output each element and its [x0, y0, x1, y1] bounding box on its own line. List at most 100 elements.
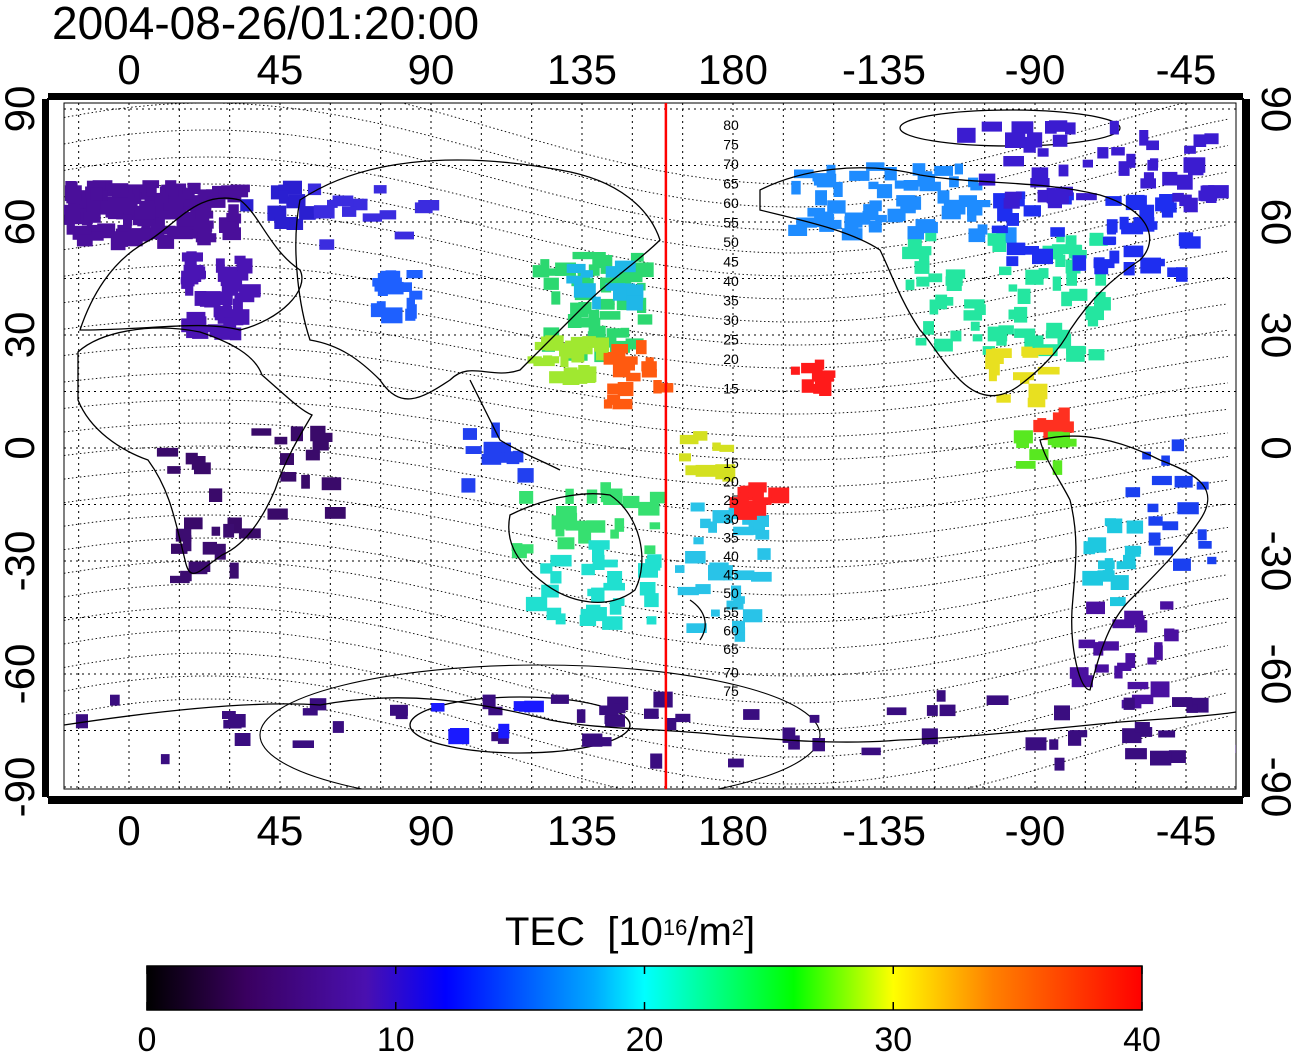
tec-cell [650, 753, 663, 769]
tec-cell [986, 695, 1009, 705]
tec-cell [118, 197, 138, 214]
tec-cell [1006, 213, 1019, 226]
tec-cell [693, 537, 704, 545]
tec-cell [543, 327, 560, 338]
tec-cell [141, 221, 151, 233]
tec-cell [1142, 451, 1151, 460]
tec-cell [653, 691, 673, 708]
tec-cell [1102, 236, 1117, 245]
tec-cell [160, 754, 170, 765]
lon-tick-top: -45 [1156, 46, 1217, 93]
tec-cell [319, 239, 335, 250]
tec-cell [1147, 503, 1159, 513]
colorbar-unit-exponent-2: 2 [731, 915, 745, 940]
tec-cell [560, 355, 569, 367]
contour-line [64, 537, 1229, 623]
tec-cell [229, 327, 242, 341]
lon-tick-top: 45 [257, 46, 304, 93]
contour-pole-south-outer [259, 664, 821, 789]
tec-cell [158, 208, 178, 219]
tec-cell [641, 361, 657, 372]
tec-cell [886, 707, 907, 716]
tec-cell [379, 210, 397, 220]
lat-tick-left: 90 [0, 86, 43, 133]
tec-cell [1124, 545, 1141, 557]
tec-cell [1052, 134, 1068, 147]
lon-tick-top: 90 [408, 46, 455, 93]
tec-cell [180, 570, 192, 582]
tec-cell [582, 336, 596, 348]
tec-cell [820, 370, 836, 378]
coast-europe [79, 197, 303, 331]
lat-tick-right: -90 [1253, 757, 1292, 818]
tec-cell [790, 366, 800, 375]
tec-cell [807, 207, 826, 217]
tec-cell [79, 199, 89, 208]
coast-australia [508, 493, 643, 603]
tec-cell [1049, 120, 1068, 132]
tec-cell [1184, 145, 1196, 154]
contour-line [64, 264, 1229, 346]
tec-cell [614, 260, 636, 273]
tec-cell [970, 321, 980, 331]
tec-cell [312, 439, 329, 451]
tec-cell [906, 196, 922, 210]
tec-cell [606, 328, 627, 338]
tec-cell [1104, 518, 1116, 526]
tec-cell [209, 488, 223, 502]
tec-cell [550, 571, 562, 584]
tec-cell [1126, 153, 1136, 168]
tec-cell [251, 428, 272, 436]
tec-cell [679, 453, 691, 462]
tec-cell [194, 291, 207, 306]
contour-line [64, 698, 1229, 789]
tec-cell [604, 715, 618, 724]
tec-cell [1072, 255, 1087, 271]
tec-cell [603, 582, 625, 591]
tec-cell [483, 441, 505, 456]
tec-cell [974, 304, 986, 315]
tec-cell [1017, 288, 1031, 304]
tec-cell [812, 738, 825, 752]
tec-cell [693, 431, 708, 441]
tec-cell [550, 694, 569, 704]
tec-cell [946, 280, 962, 291]
tec-cell [814, 365, 823, 376]
tec-cell [907, 239, 922, 254]
tec-cell [1095, 272, 1107, 286]
lat-tick-right: -60 [1253, 644, 1292, 705]
tec-cell [1031, 167, 1049, 181]
tec-cell [90, 187, 103, 201]
tec-cell [641, 369, 657, 378]
tec-cell [1123, 262, 1135, 276]
tec-cell [1070, 244, 1082, 259]
tec-cell [594, 737, 612, 747]
contour-label: 75 [723, 683, 739, 699]
tec-cell [907, 226, 924, 240]
tec-cell [578, 365, 590, 374]
tec-cell [617, 382, 634, 397]
tec-cell [607, 383, 620, 395]
tec-cell [320, 432, 333, 442]
tec-cell [1155, 197, 1166, 212]
coast-antarctica [63, 697, 1237, 743]
tec-cell [644, 593, 659, 608]
tec-cell [321, 477, 342, 491]
tec-cell [972, 334, 983, 342]
tec-cell [914, 246, 932, 256]
lat-tick-left: 60 [0, 199, 43, 246]
tec-cell [1119, 216, 1129, 230]
tec-cell [1086, 601, 1105, 615]
colorbar-unit-close: ] [744, 910, 756, 954]
tec-cell [1112, 619, 1135, 629]
tec-cell [549, 371, 565, 384]
tec-cell [1162, 521, 1179, 531]
tec-cell [1125, 487, 1141, 498]
tec-cell [1026, 132, 1043, 148]
tec-cell [796, 217, 817, 228]
tec-cell [733, 526, 754, 536]
colorbar-tick-label: 40 [1123, 1021, 1161, 1059]
tec-cell [813, 384, 823, 394]
tec-cell [868, 181, 879, 190]
